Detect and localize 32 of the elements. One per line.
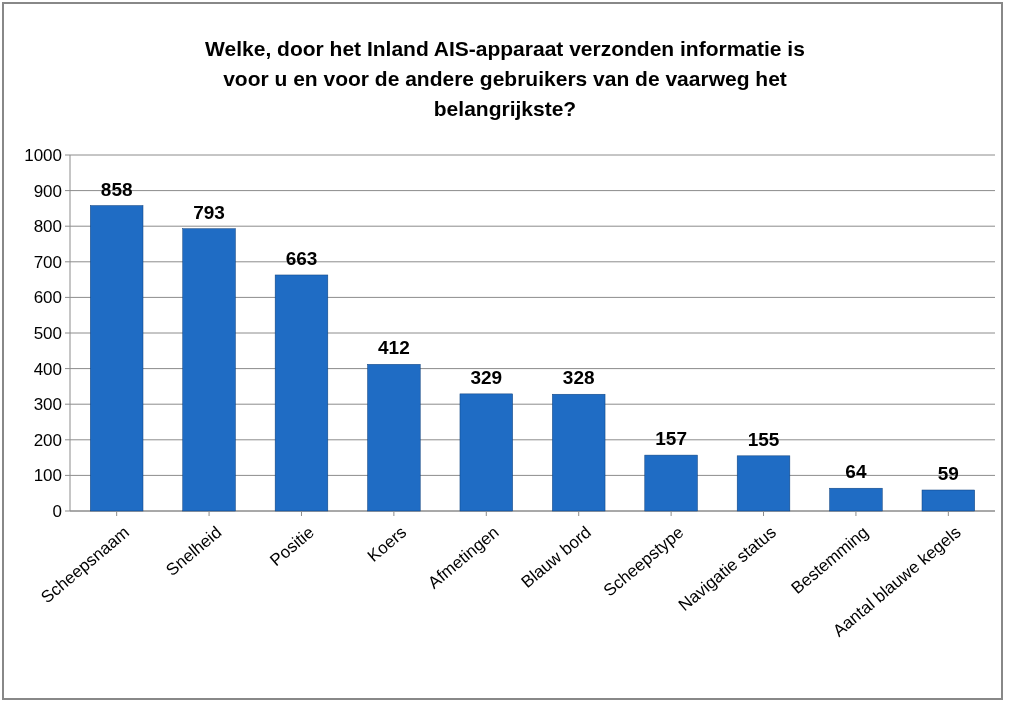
data-label: 663 <box>285 247 318 269</box>
y-tick-label: 500 <box>33 323 62 343</box>
bar <box>736 455 791 512</box>
y-tick-label: 100 <box>33 466 62 486</box>
y-tick-label: 700 <box>33 252 62 272</box>
y-tick-label: 800 <box>33 217 62 237</box>
y-tick-label: 400 <box>33 359 62 379</box>
y-tick-label: 600 <box>33 288 62 308</box>
data-label: 59 <box>937 463 959 484</box>
data-label: 64 <box>845 461 867 483</box>
bar <box>829 487 883 512</box>
y-tick-label: 200 <box>33 430 62 450</box>
data-label: 329 <box>470 366 503 388</box>
data-label: 793 <box>193 201 225 223</box>
bar <box>274 274 329 512</box>
bar <box>182 228 236 512</box>
data-label: 155 <box>747 428 780 450</box>
chart-title: Welke, door het Inland AIS-apparaat verzonden informatie is voor u en voor de andere gebruikers van de vaarweg het belangrijkste? <box>205 37 805 120</box>
y-tick-label: 1000 <box>24 145 62 165</box>
data-label: 328 <box>562 367 595 389</box>
bar <box>367 364 421 512</box>
bar <box>644 454 698 512</box>
bar <box>552 393 606 512</box>
bar <box>459 393 513 512</box>
y-tick-label: 900 <box>33 181 62 201</box>
data-label: 858 <box>100 178 133 200</box>
data-label: 157 <box>655 428 687 450</box>
bar <box>921 489 975 512</box>
data-label: 412 <box>378 337 410 359</box>
y-tick-label: 0 <box>52 501 62 521</box>
bar <box>90 205 144 512</box>
y-tick-label: 300 <box>33 395 62 415</box>
